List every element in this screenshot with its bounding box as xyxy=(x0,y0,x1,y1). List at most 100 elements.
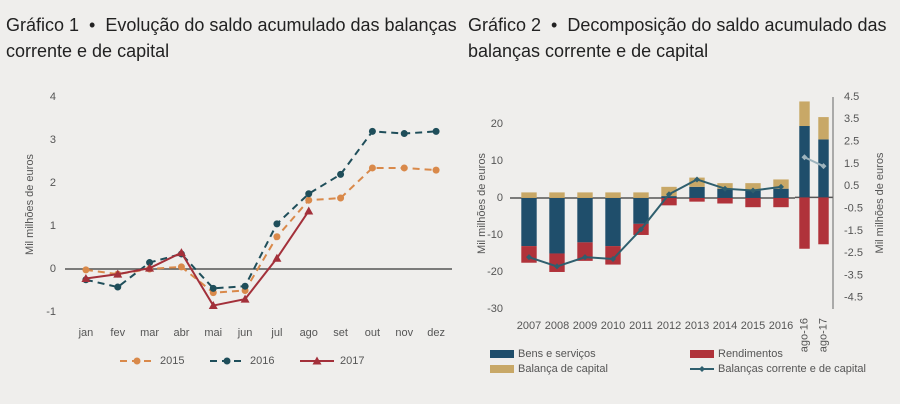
legend-swatch xyxy=(490,350,514,358)
y-tick-label: -2.5 xyxy=(844,247,863,259)
bar-segment xyxy=(717,188,733,198)
marker xyxy=(526,254,532,261)
marker xyxy=(114,283,122,291)
marker xyxy=(240,294,250,303)
y-tick-label: -4.5 xyxy=(844,292,863,304)
marker xyxy=(368,127,376,135)
marker xyxy=(400,130,408,138)
x-tick-label: 2014 xyxy=(713,320,737,332)
x-tick-label: 2012 xyxy=(657,320,681,332)
bar-segment xyxy=(605,246,621,265)
marker xyxy=(432,166,440,174)
x-tick-label: 2011 xyxy=(629,320,653,332)
y-tick-label: -3.5 xyxy=(844,269,863,281)
bar-segment xyxy=(577,242,593,261)
y-tick-label: -30 xyxy=(487,303,503,315)
marker xyxy=(400,164,408,172)
x-tick-label: mai xyxy=(204,327,222,339)
legend-swatch xyxy=(490,365,514,373)
marker xyxy=(722,185,728,192)
y-tick-label: 2 xyxy=(50,177,56,189)
x-tick-label: ago xyxy=(300,327,318,339)
y-tick-label: -1 xyxy=(46,306,56,318)
y-tick-label: 20 xyxy=(491,118,503,130)
marker xyxy=(554,263,560,270)
chart-label: Gráfico 1 xyxy=(6,15,80,35)
marker xyxy=(145,263,155,272)
marker xyxy=(241,282,249,290)
y-axis-label: Mil milhões de euros xyxy=(24,154,36,255)
y-tick-label: -10 xyxy=(487,229,503,241)
marker xyxy=(209,284,217,292)
bar-segment xyxy=(745,190,761,198)
series-line xyxy=(85,130,437,290)
bar-segment xyxy=(521,192,537,198)
x-tick-label: jul xyxy=(270,327,282,339)
bar-segment xyxy=(605,197,621,247)
marker xyxy=(610,256,616,263)
marker xyxy=(223,357,231,365)
heading-1: Gráfico 1 • Evolução do saldo acumulado … xyxy=(6,15,457,61)
marker xyxy=(582,254,588,261)
marker xyxy=(113,269,123,278)
bar-segment xyxy=(577,192,593,198)
x-tick-label: 2015 xyxy=(741,320,765,332)
legend-label: 2015 xyxy=(160,355,184,367)
y-tick-label: -0.5 xyxy=(844,202,863,214)
x-tick-label: 2007 xyxy=(517,320,541,332)
x-tick-label: 2009 xyxy=(573,320,597,332)
bar-segment xyxy=(745,183,761,191)
marker xyxy=(337,194,345,202)
y-tick-label: 4 xyxy=(50,91,56,103)
bar-segment xyxy=(633,192,649,198)
marker xyxy=(312,356,322,365)
marker xyxy=(272,253,282,262)
marker xyxy=(801,154,808,161)
legend-swatch xyxy=(690,350,714,358)
bar-segment xyxy=(605,192,621,198)
marker xyxy=(666,191,672,198)
y-tick-label: 0 xyxy=(50,263,56,275)
marker xyxy=(305,190,313,198)
y-tick-label: 1 xyxy=(50,220,56,232)
y-tick-label: 3 xyxy=(50,134,56,146)
x-tick-label: 2016 xyxy=(769,320,793,332)
marker xyxy=(368,164,376,172)
bar-segment xyxy=(689,197,705,202)
legend-label: 2016 xyxy=(250,355,274,367)
marker xyxy=(176,248,186,257)
marker xyxy=(638,226,644,233)
x-tick-label: dez xyxy=(427,327,445,339)
chart-label: Gráfico 2 xyxy=(468,15,542,35)
bar-segment xyxy=(818,117,829,140)
x-tick-label: out xyxy=(365,327,380,339)
marker xyxy=(699,366,705,372)
y-tick-label: -1.5 xyxy=(844,225,863,237)
marker xyxy=(273,220,281,228)
bar-segment xyxy=(549,197,565,254)
x-tick-label: 2008 xyxy=(545,320,569,332)
marker xyxy=(337,170,345,178)
series-line xyxy=(804,156,824,168)
y-tick-label: 10 xyxy=(491,155,503,167)
x-tick-label: jan xyxy=(78,327,94,339)
y-tick-label: 3.5 xyxy=(844,113,859,125)
x-tick-label: 2013 xyxy=(685,320,709,332)
bar-segment xyxy=(745,197,761,208)
series-line xyxy=(85,166,437,294)
marker xyxy=(694,176,700,183)
x-tick-label: jun xyxy=(237,327,253,339)
y-axis-label: Mil milhões de euros xyxy=(874,152,886,253)
x-tick-label: 2010 xyxy=(601,320,625,332)
bar-segment xyxy=(818,197,829,245)
marker xyxy=(177,263,185,271)
series-line xyxy=(85,210,310,307)
bar-segment xyxy=(549,192,565,198)
bar-segment xyxy=(521,197,537,247)
legend-label: Rendimentos xyxy=(718,348,783,360)
marker xyxy=(273,233,281,241)
bar-segment xyxy=(773,188,789,198)
marker xyxy=(133,357,141,365)
